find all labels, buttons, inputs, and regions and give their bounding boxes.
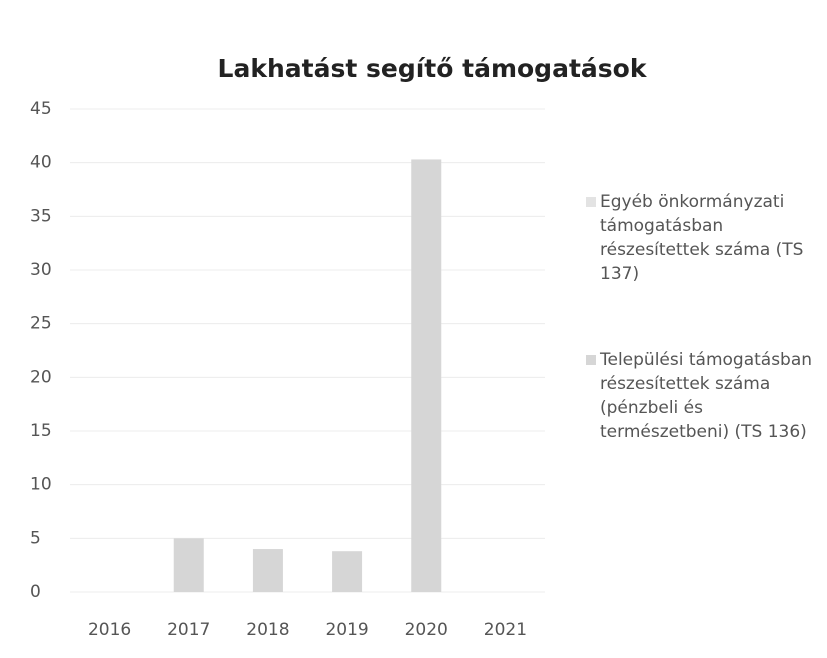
x-tick-label: 2021 (484, 620, 527, 640)
bar (252, 549, 283, 592)
y-tick-label: 40 (30, 153, 52, 173)
y-tick-label: 10 (30, 475, 52, 495)
legend-swatch (586, 355, 596, 365)
bar (173, 538, 204, 592)
y-tick-label: 45 (30, 99, 52, 119)
bar (332, 551, 363, 592)
legend-entry: Egyéb önkormányzati támogatásban részesí… (578, 190, 818, 286)
x-tick-label: 2017 (167, 620, 210, 640)
x-tick-label: 2016 (88, 620, 131, 640)
legend-swatch (586, 197, 596, 207)
bar (411, 159, 442, 593)
x-tick-label: 2018 (246, 620, 289, 640)
y-tick-label: 35 (30, 206, 52, 226)
legend: Egyéb önkormányzati támogatásban részesí… (578, 190, 818, 506)
legend-entry: Települési támogatásban részesítettek sz… (578, 348, 818, 444)
legend-label: Települési támogatásban részesítettek sz… (600, 350, 813, 442)
x-tick-label: 2020 (405, 620, 448, 640)
x-tick-label: 2019 (325, 620, 368, 640)
y-tick-label: 0 (30, 582, 41, 602)
y-tick-label: 5 (30, 528, 41, 548)
y-tick-label: 20 (30, 367, 52, 387)
legend-label: Egyéb önkormányzati támogatásban részesí… (600, 192, 804, 284)
chart-title: Lakhatást segítő támogatások (218, 54, 648, 83)
y-tick-label: 25 (30, 314, 52, 334)
y-tick-label: 15 (30, 421, 52, 441)
y-tick-label: 30 (30, 260, 52, 280)
